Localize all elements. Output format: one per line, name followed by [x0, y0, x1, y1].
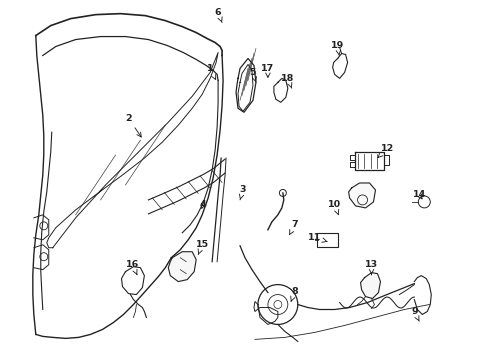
Text: 19: 19 [331, 41, 344, 55]
Text: 12: 12 [378, 144, 394, 158]
Text: 6: 6 [215, 8, 222, 23]
Text: 5: 5 [250, 68, 257, 82]
Text: 9: 9 [411, 307, 419, 321]
Text: 13: 13 [365, 260, 378, 275]
Text: 2: 2 [125, 114, 141, 137]
Text: 8: 8 [291, 287, 298, 301]
Text: 4: 4 [200, 201, 206, 210]
Polygon shape [348, 183, 375, 208]
Text: 7: 7 [290, 220, 298, 235]
Polygon shape [168, 252, 196, 282]
Text: 14: 14 [413, 190, 426, 199]
Text: 15: 15 [196, 240, 209, 255]
Text: 3: 3 [240, 185, 246, 200]
Text: 18: 18 [281, 74, 294, 88]
Text: 17: 17 [261, 64, 274, 77]
Text: 16: 16 [126, 260, 139, 275]
Text: 11: 11 [308, 233, 327, 242]
Polygon shape [361, 273, 380, 298]
Text: 1: 1 [207, 64, 216, 80]
Text: 10: 10 [328, 201, 341, 215]
